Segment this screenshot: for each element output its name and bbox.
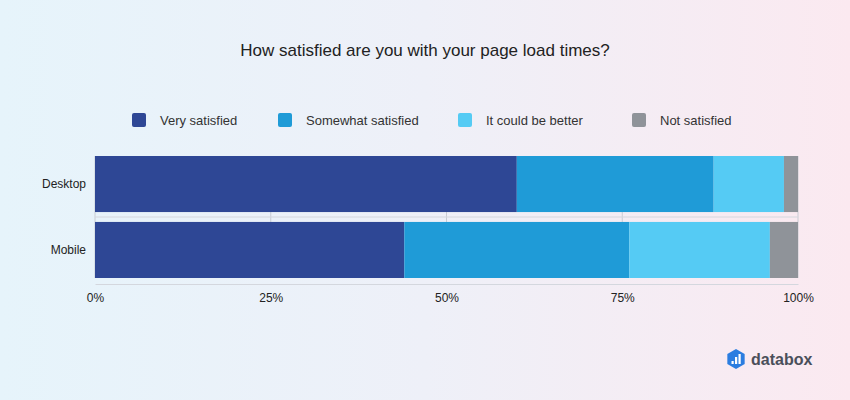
legend-label: Not satisfied: [660, 113, 732, 128]
series: [770, 156, 798, 278]
legend-swatch: [278, 113, 292, 127]
legend-swatch: [632, 113, 646, 127]
tick: 50%: [435, 284, 459, 305]
legend-label: Somewhat satisfied: [306, 113, 419, 128]
tick-label: 100%: [783, 291, 814, 305]
bar: [404, 222, 629, 278]
grid-line: [95, 217, 798, 218]
bar: [95, 156, 517, 212]
bar: [517, 156, 714, 212]
tick-label: 0%: [87, 291, 105, 305]
tick: 0%: [87, 284, 105, 305]
tick: 100%: [783, 284, 814, 305]
brand-icon: [727, 349, 744, 369]
series: [629, 156, 784, 278]
axis-line: [96, 284, 799, 285]
chart: How satisfied are you with your page loa…: [0, 0, 850, 400]
legend-label: Very satisfied: [160, 113, 237, 128]
legend-swatch: [458, 113, 472, 127]
bar: [784, 156, 798, 212]
x-axis: 0% 25% 50% 75% 100%: [87, 284, 814, 305]
tick: 25%: [259, 284, 283, 305]
bar: [770, 222, 798, 278]
bar: [714, 156, 784, 212]
legend-label: It could be better: [486, 113, 584, 128]
tick-label: Desktop: [42, 177, 86, 191]
grid: [95, 156, 798, 278]
tick-label: 25%: [259, 291, 283, 305]
brand-icon-bar: [732, 361, 734, 364]
legend-swatch: [132, 113, 146, 127]
tick: 75%: [611, 284, 635, 305]
bars: [95, 156, 798, 278]
legend: Very satisfied Somewhat satisfied It could…: [132, 113, 732, 128]
y-axis: Desktop Mobile: [42, 177, 95, 257]
tick-label: 50%: [435, 291, 459, 305]
brand: databox: [727, 349, 812, 369]
tick: Mobile: [51, 243, 95, 257]
tick: Desktop: [42, 177, 95, 191]
brand-text: databox: [751, 351, 812, 368]
bar: [629, 222, 770, 278]
brand-icon-bar: [735, 357, 737, 364]
title: How satisfied are you with your page loa…: [240, 41, 609, 60]
tick-label: 75%: [611, 291, 635, 305]
brand-icon-bar: [739, 354, 741, 364]
tick-label: Mobile: [51, 243, 87, 257]
bar: [95, 222, 404, 278]
